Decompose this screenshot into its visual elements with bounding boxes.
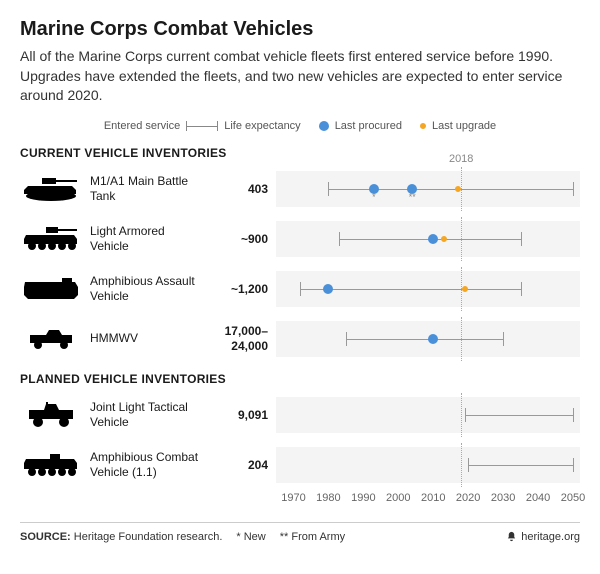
tank-icon [20, 176, 82, 202]
procured-marker [323, 284, 333, 294]
vehicle-name: HMMWV [90, 331, 202, 346]
lav-icon [20, 226, 82, 252]
page-title: Marine Corps Combat Vehicles [20, 18, 580, 41]
procured-marker [428, 234, 438, 244]
footnote-new: * New [236, 531, 265, 543]
procured-marker [428, 334, 438, 344]
vehicle-qty: 17,000–24,000 [210, 324, 268, 353]
timeline-cell [276, 217, 580, 261]
vehicle-qty: ~1,200 [210, 282, 268, 296]
section-head-current: CURRENT VEHICLE INVENTORIES [20, 146, 580, 160]
vehicle-row-jltv: Joint Light Tactical Vehicle 9,091 [20, 390, 580, 440]
axis-tick-label: 1990 [351, 492, 375, 504]
legend-upgrade-label: Last upgrade [432, 120, 496, 132]
acv-icon [20, 453, 82, 477]
vehicle-row-m1a1: M1/A1 Main Battle Tank4032018*** [20, 164, 580, 214]
vehicle-row-aav: Amphibious Assault Vehicle ~1,200 [20, 264, 580, 314]
legend-procured-label: Last procured [335, 120, 402, 132]
vehicle-qty: 403 [210, 182, 268, 196]
axis-tick-label: 2020 [456, 492, 480, 504]
vehicle-row-lav: Light Armored Vehicle ~900 [20, 214, 580, 264]
vehicle-name: Light Armored Vehicle [90, 224, 202, 254]
timeline-cell: 2018*** [276, 167, 580, 211]
legend: Entered service Life expectancy Last pro… [20, 120, 580, 132]
marker-note: ** [409, 192, 416, 202]
ref-line [461, 443, 462, 487]
timeline-cell [276, 393, 580, 437]
source-line: SOURCE: Heritage Foundation research. [20, 531, 222, 543]
axis-tick-label: 1970 [281, 492, 305, 504]
upgrade-dot-icon [420, 123, 426, 129]
ref-line [461, 393, 462, 437]
vehicle-qty: 9,091 [210, 408, 268, 422]
axis-tick-label: 1980 [316, 492, 340, 504]
axis-tick-label: 2010 [421, 492, 445, 504]
vehicle-name: M1/A1 Main Battle Tank [90, 174, 202, 204]
vehicle-name: Joint Light Tactical Vehicle [90, 400, 202, 430]
upgrade-marker [462, 286, 468, 292]
vehicle-qty: ~900 [210, 232, 268, 246]
footnote-army: ** From Army [280, 531, 345, 543]
vehicle-qty: 204 [210, 458, 268, 472]
axis-tick-label: 2000 [386, 492, 410, 504]
hmmwv-icon [20, 328, 82, 350]
x-axis: 197019801990200020102020203020402050 [20, 492, 580, 510]
timeline-cell [276, 267, 580, 311]
vehicle-name: Amphibious Assault Vehicle [90, 274, 202, 304]
site-credit: heritage.org [506, 531, 580, 543]
timeline-cell [276, 317, 580, 361]
vehicle-row-hmmwv: HMMWV 17,000–24,000 [20, 314, 580, 364]
ref-year-label: 2018 [449, 153, 473, 165]
upgrade-marker [455, 186, 461, 192]
axis-tick-label: 2040 [526, 492, 550, 504]
axis-tick-label: 2030 [491, 492, 515, 504]
timeline-cell [276, 443, 580, 487]
legend-entered-label: Entered service [104, 120, 180, 132]
jltv-icon [20, 402, 82, 428]
subtitle: All of the Marine Corps current combat v… [20, 47, 580, 106]
upgrade-marker [441, 236, 447, 242]
footer: SOURCE: Heritage Foundation research. * … [20, 522, 580, 543]
legend-life-label: Life expectancy [224, 120, 300, 132]
vehicle-row-acv: Amphibious Combat Vehicle (1.1) 204 [20, 440, 580, 490]
vehicle-name: Amphibious Combat Vehicle (1.1) [90, 450, 202, 480]
whisker-icon [186, 121, 218, 131]
section-head-planned: PLANNED VEHICLE INVENTORIES [20, 372, 580, 386]
aav-icon [20, 276, 82, 302]
procured-dot-icon [319, 121, 329, 131]
bell-icon [506, 531, 517, 542]
axis-tick-label: 2050 [561, 492, 585, 504]
marker-note: * [372, 192, 376, 202]
